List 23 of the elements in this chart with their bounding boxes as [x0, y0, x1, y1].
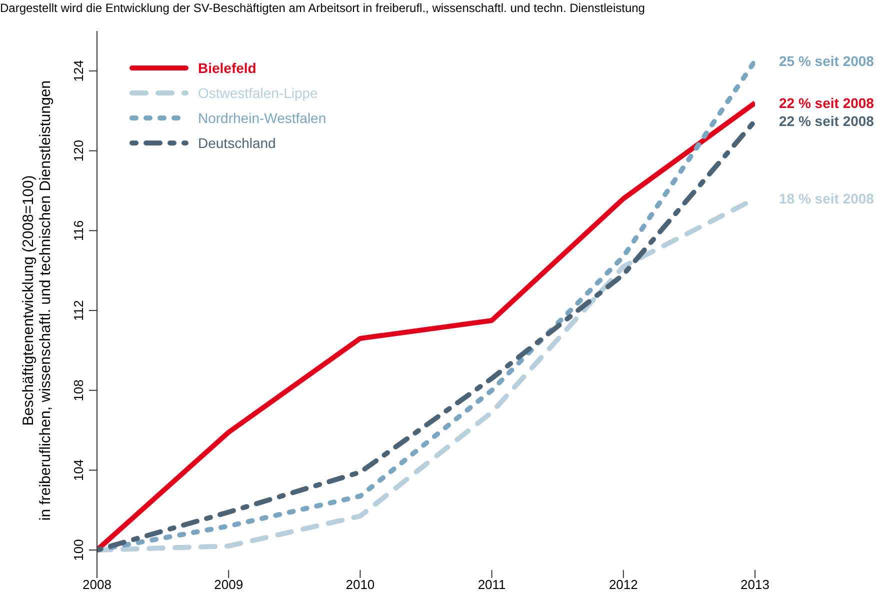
y-tick-label: 124: [71, 60, 86, 82]
text: 22 % seit 2008: [779, 94, 874, 111]
text: 22 % seit 2008: [779, 112, 874, 129]
text: 18 % seit 2008: [779, 190, 874, 207]
x-tick-label: 2009: [214, 577, 244, 592]
x-tick-label: 2011: [478, 577, 506, 592]
legend-label: Nordrhein-Westfalen: [198, 110, 326, 126]
y-tick-label: 120: [71, 140, 86, 162]
x-tick-label: 2008: [82, 577, 112, 592]
x-tick-label: 2010: [346, 577, 375, 592]
y-tick-label: 116: [71, 220, 86, 241]
y-tick-label: 104: [71, 459, 86, 482]
y-tick-label: 108: [71, 379, 86, 402]
x-tick-label: 2012: [608, 577, 638, 592]
y-axis-title: Beschäftigtenentwicklung (2008=100) in freiberuflichen, wissenschaftl. und technischen Dienstleistungen: [20, 80, 54, 521]
legend-label: Ostwestfalen-Lippe: [198, 84, 318, 100]
x-tick-label: 2013: [740, 577, 770, 592]
legend-label: Bielefeld: [198, 60, 256, 76]
chart-subtitle: Dargestellt wird die Entwicklung der SV-Beschäftigten am Arbeitsort in freiberufl., wissenschaftl. und techn. Dienstleistung: [0, 1, 646, 15]
y-tick-label: 112: [71, 300, 86, 321]
y-tick-label: 100: [71, 539, 86, 561]
text: 25 % seit 2008: [779, 52, 874, 69]
legend-label: Deutschland: [198, 134, 276, 150]
